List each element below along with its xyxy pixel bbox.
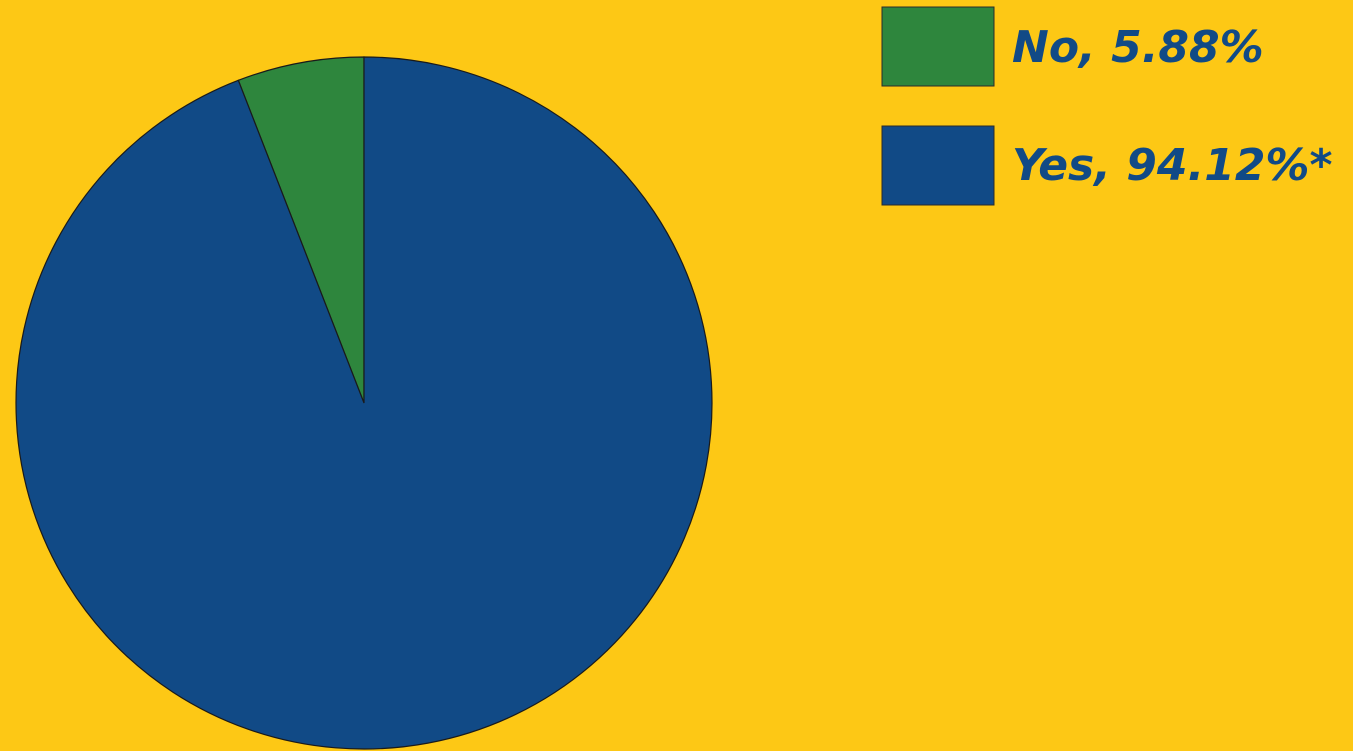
legend-swatch-yes bbox=[882, 126, 994, 205]
legend-label-yes: Yes, 94.12%* bbox=[1012, 140, 1333, 191]
chart-legend: No, 5.88% Yes, 94.12%* bbox=[882, 7, 1333, 205]
pie-slice-yes bbox=[16, 57, 712, 749]
pie-slices bbox=[16, 57, 712, 749]
legend-label-no: No, 5.88% bbox=[1012, 22, 1264, 73]
legend-item-yes: Yes, 94.12%* bbox=[882, 126, 1333, 205]
legend-swatch-no bbox=[882, 7, 994, 86]
legend-item-no: No, 5.88% bbox=[882, 7, 1264, 86]
